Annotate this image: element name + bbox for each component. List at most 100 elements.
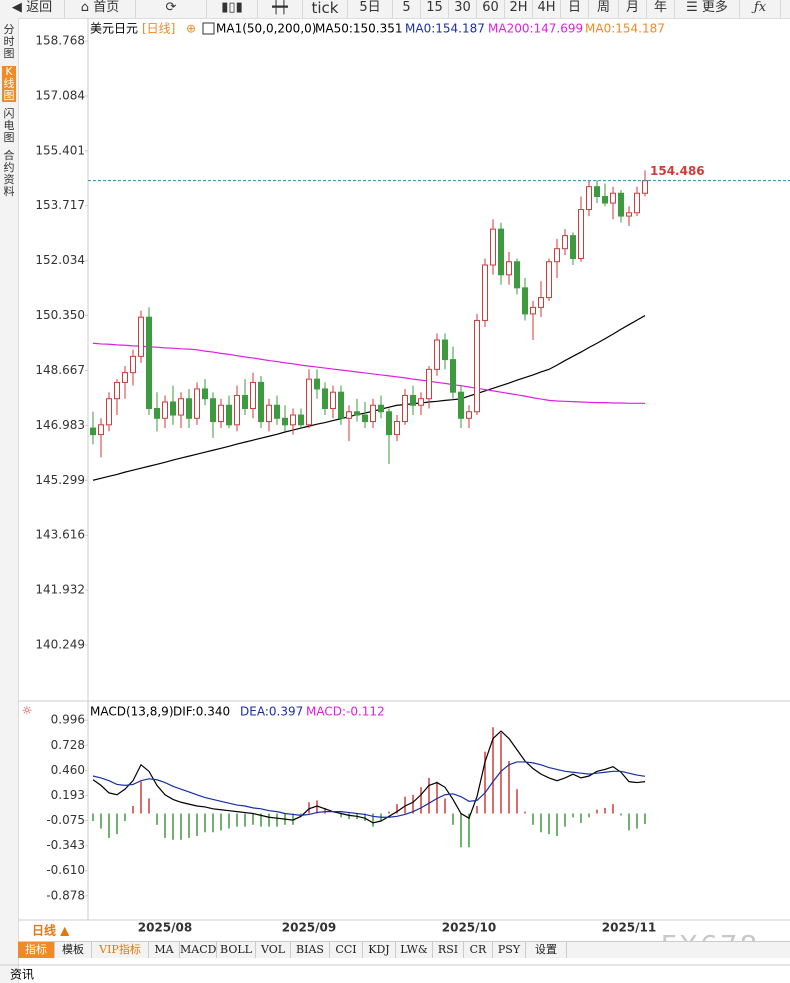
- indicator-tab[interactable]: BIAS: [291, 942, 330, 958]
- indicator-tab[interactable]: MA: [149, 942, 180, 958]
- candle-body: [570, 235, 576, 259]
- candle-body: [530, 306, 536, 315]
- candle-body: [298, 414, 304, 426]
- candle-body: [482, 264, 488, 321]
- legend-icon[interactable]: ⊕: [186, 22, 196, 36]
- indicator-tab[interactable]: KDJ: [363, 942, 396, 958]
- indicator-tab[interactable]: VIP指标: [92, 942, 149, 958]
- period-button[interactable]: 4H: [533, 0, 561, 18]
- side-tab[interactable]: 分时图: [3, 23, 15, 60]
- y-tick-label: -0.878: [46, 888, 85, 902]
- candle-body: [210, 398, 216, 423]
- tick-button[interactable]: tick: [303, 0, 348, 18]
- bar-icon-button[interactable]: ┿┿: [258, 0, 303, 18]
- candle-body: [162, 401, 168, 419]
- candle-body: [122, 372, 128, 383]
- candle-body: [362, 414, 368, 423]
- candle-body: [306, 378, 312, 426]
- period-selector[interactable]: 日线 ▲: [32, 923, 70, 938]
- candle-body: [506, 261, 512, 276]
- candle-body: [594, 186, 600, 198]
- x-tick-label: 2025/10: [442, 921, 496, 935]
- candle-body: [234, 394, 240, 426]
- y-tick-label: 148.667: [35, 363, 85, 377]
- indicator-line: [92, 342, 645, 404]
- y-tick-label: 155.401: [35, 143, 85, 157]
- refresh-button[interactable]: ⟳: [136, 0, 207, 18]
- period-button[interactable]: 15: [421, 0, 449, 18]
- candle-body: [626, 212, 632, 217]
- legend-macd-value: MACD:-0.112: [306, 705, 385, 719]
- x-tick-label: 2025/11: [602, 921, 656, 935]
- x-tick-label: 2025/08: [138, 921, 192, 935]
- candle-body: [146, 316, 152, 410]
- period-button[interactable]: 月: [619, 0, 647, 18]
- candle-body: [450, 359, 456, 393]
- candle-body: [194, 388, 200, 419]
- y-tick-label: 145.299: [35, 473, 85, 487]
- indicator-tab[interactable]: CR: [464, 942, 493, 958]
- legend-period[interactable]: [日线]: [142, 22, 175, 36]
- candle-body: [138, 316, 144, 357]
- candle-body: [618, 192, 624, 217]
- indicator-tab[interactable]: BOLL: [217, 942, 256, 958]
- label: 更多: [701, 0, 728, 15]
- candle-body: [586, 186, 592, 211]
- candle-body: [522, 287, 528, 315]
- candle-body: [610, 192, 616, 204]
- candle-body: [98, 424, 104, 436]
- side-tab[interactable]: 闪电图: [3, 107, 15, 144]
- footer-tab[interactable]: 资讯: [10, 968, 34, 982]
- indicator-tab[interactable]: VOL: [256, 942, 291, 958]
- indicator-tab[interactable]: MACD: [180, 942, 217, 958]
- home-button[interactable]: ⌂ 首页: [65, 0, 136, 18]
- y-tick-label: 141.932: [35, 583, 85, 597]
- period-button[interactable]: 周: [589, 0, 619, 18]
- candle-body: [538, 297, 544, 308]
- indicator-tab[interactable]: 模板: [55, 942, 92, 958]
- legend-ma0: MA0:154.187: [585, 22, 665, 36]
- candle-body: [434, 339, 440, 370]
- indicator-tab[interactable]: RSI: [433, 942, 464, 958]
- side-tab[interactable]: 合约资料: [3, 149, 15, 198]
- y-tick-label: 0.193: [51, 788, 85, 802]
- legend-ma0: MA0:154.187: [405, 22, 485, 36]
- formula-button[interactable]: ƒx: [740, 0, 781, 18]
- indicator-line: [92, 730, 646, 824]
- candle-body: [474, 319, 480, 413]
- indicator-tab[interactable]: PSY: [493, 942, 526, 958]
- period-button[interactable]: 5: [393, 0, 421, 18]
- period-button[interactable]: 2H: [505, 0, 533, 18]
- candle-body: [578, 209, 584, 259]
- indicator-tab[interactable]: 设置: [526, 942, 567, 958]
- more-button[interactable]: ☰ 更多: [675, 0, 740, 18]
- candle-body: [154, 408, 160, 419]
- indicator-tab[interactable]: CCI: [330, 942, 363, 958]
- indicator-tabs: 指标 模板 VIP指标 MA MACD BOLL VOL BIAS CCI KDJ LW& RSI CR…: [18, 941, 790, 958]
- candle-body: [202, 388, 208, 400]
- period-button[interactable]: 30: [449, 0, 477, 18]
- side-tabs: 分时图 K线图 闪电图 合约资料: [0, 18, 19, 983]
- settings-icon[interactable]: ☼: [22, 704, 33, 718]
- period-button[interactable]: 日: [561, 0, 589, 18]
- candle-body: [90, 427, 96, 436]
- back-button[interactable]: ◀ 返回: [0, 0, 65, 18]
- indicator-tab[interactable]: LW&: [396, 942, 433, 958]
- period-button[interactable]: 60: [477, 0, 505, 18]
- candle-body: [106, 398, 112, 426]
- candle-body: [242, 394, 248, 410]
- candle-body: [258, 381, 264, 423]
- candle-icon-button[interactable]: ▮▯▮: [207, 0, 258, 18]
- candle-body: [418, 398, 424, 406]
- legend-icon[interactable]: [202, 22, 215, 35]
- indicator-tab[interactable]: 指标: [18, 942, 55, 958]
- y-tick-label: 157.084: [35, 88, 85, 102]
- candle-body: [330, 391, 336, 410]
- y-tick-label: 146.983: [35, 418, 85, 432]
- candle-body: [394, 421, 400, 436]
- side-tab[interactable]: K线图: [2, 65, 16, 102]
- candle-body: [402, 394, 408, 423]
- candle-body: [386, 411, 392, 436]
- period-button[interactable]: 5日: [348, 0, 393, 18]
- period-button[interactable]: 年: [647, 0, 675, 18]
